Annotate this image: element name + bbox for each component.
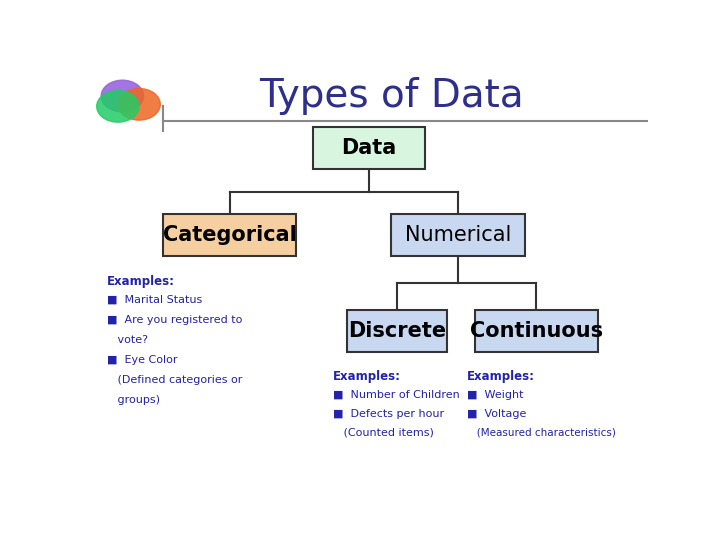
FancyBboxPatch shape [163,214,297,256]
Text: ■  Voltage: ■ Voltage [467,409,526,419]
Text: ■  Are you registered to: ■ Are you registered to [107,315,242,325]
Text: ■  Number of Children: ■ Number of Children [333,389,459,400]
Text: groups): groups) [107,395,160,404]
Text: vote?: vote? [107,335,148,345]
Text: (Counted items): (Counted items) [333,428,433,438]
Circle shape [101,80,143,112]
Text: ■  Eye Color: ■ Eye Color [107,355,177,365]
Text: Examples:: Examples: [333,370,401,383]
Text: ■  Marital Status: ■ Marital Status [107,295,202,305]
Circle shape [118,89,161,120]
FancyBboxPatch shape [475,310,598,352]
Text: Continuous: Continuous [470,321,603,341]
Text: Data: Data [341,138,397,158]
Text: (Defined categories or: (Defined categories or [107,375,242,384]
Text: Discrete: Discrete [348,321,446,341]
Circle shape [96,91,139,122]
Text: Categorical: Categorical [163,225,297,245]
FancyBboxPatch shape [347,310,447,352]
Text: Types of Data: Types of Data [259,77,523,115]
Text: Examples:: Examples: [467,370,535,383]
Text: Numerical: Numerical [405,225,511,245]
Text: Examples:: Examples: [107,275,175,288]
Text: ■  Weight: ■ Weight [467,389,523,400]
FancyBboxPatch shape [313,127,425,168]
Text: ■  Defects per hour: ■ Defects per hour [333,409,444,419]
Text: (Measured characteristics): (Measured characteristics) [467,428,616,438]
FancyBboxPatch shape [392,214,526,256]
